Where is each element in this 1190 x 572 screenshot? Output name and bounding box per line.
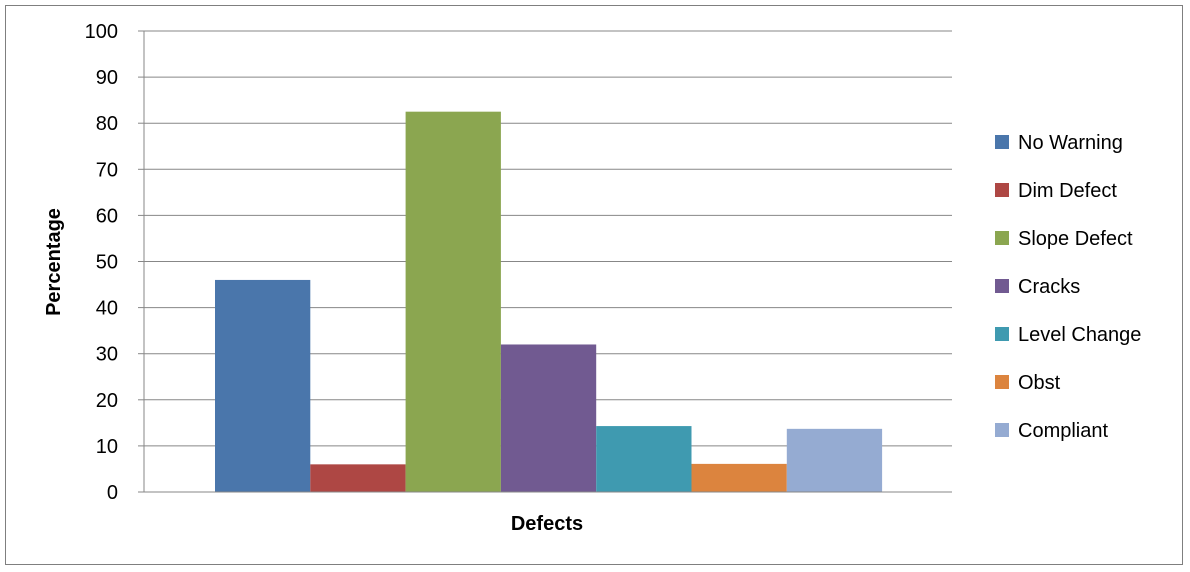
legend-label: Level Change bbox=[1018, 324, 1141, 346]
legend-swatch bbox=[995, 423, 1009, 437]
legend-swatch bbox=[995, 231, 1009, 245]
y-tick-label: 70 bbox=[96, 159, 118, 181]
y-tick-label: 60 bbox=[96, 205, 118, 227]
bar bbox=[310, 464, 406, 492]
bar bbox=[215, 279, 311, 492]
legend-label: Cracks bbox=[1018, 276, 1080, 298]
y-tick-label: 100 bbox=[85, 21, 118, 43]
axes bbox=[143, 31, 952, 493]
legend-swatch bbox=[995, 183, 1009, 197]
y-tick-label: 80 bbox=[96, 113, 118, 135]
legend-swatch bbox=[995, 135, 1009, 149]
legend-label: Obst bbox=[1018, 372, 1061, 394]
legend-swatch bbox=[995, 279, 1009, 293]
y-tick-label: 30 bbox=[96, 344, 118, 366]
y-tick-label: 40 bbox=[96, 298, 118, 320]
legend-label: Slope Defect bbox=[1018, 228, 1133, 250]
legend-label: Dim Defect bbox=[1018, 180, 1117, 202]
legend-swatch bbox=[995, 375, 1009, 389]
bars bbox=[215, 111, 883, 493]
y-tick-label: 90 bbox=[96, 67, 118, 89]
y-tick-labels: 0 10 20 30 40 50 60 70 80 90 100 bbox=[85, 21, 118, 504]
bar bbox=[786, 428, 883, 492]
y-tick-label: 10 bbox=[96, 436, 118, 458]
x-axis-title: Defects bbox=[511, 513, 583, 535]
legend-label: Compliant bbox=[1018, 420, 1108, 442]
legend-swatch bbox=[995, 327, 1009, 341]
bar bbox=[405, 111, 501, 493]
y-tick-label: 50 bbox=[96, 252, 118, 274]
bar bbox=[500, 344, 597, 492]
y-tick-label: 0 bbox=[107, 482, 118, 504]
bar bbox=[691, 463, 787, 492]
y-axis-title: Percentage bbox=[43, 208, 65, 316]
y-tick-label: 20 bbox=[96, 390, 118, 412]
legend: No Warning Dim Defect Slope Defect Cracks Le… bbox=[995, 132, 1141, 442]
bar bbox=[596, 426, 692, 492]
legend-label: No Warning bbox=[1018, 132, 1123, 154]
